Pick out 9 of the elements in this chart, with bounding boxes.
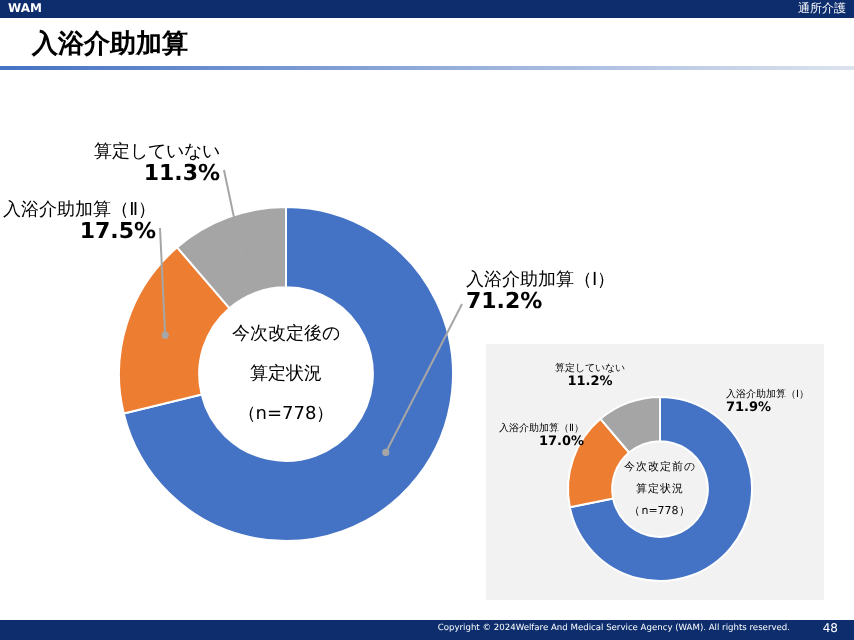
data-label: 11.3% [143,159,220,186]
slice-label: 算定していない [94,140,220,163]
text: （n=778） [237,404,335,425]
slice-label: 入浴介助加算（Ⅰ） [466,268,616,291]
data-label: 71.2% [466,287,543,314]
data-label: 17.5% [79,217,156,244]
chart-title: 入浴介助加算 [32,27,188,62]
text: 今次改定後の算定状況 [232,322,340,385]
slice-label: 入浴介助加算（Ⅱ） [3,198,156,221]
